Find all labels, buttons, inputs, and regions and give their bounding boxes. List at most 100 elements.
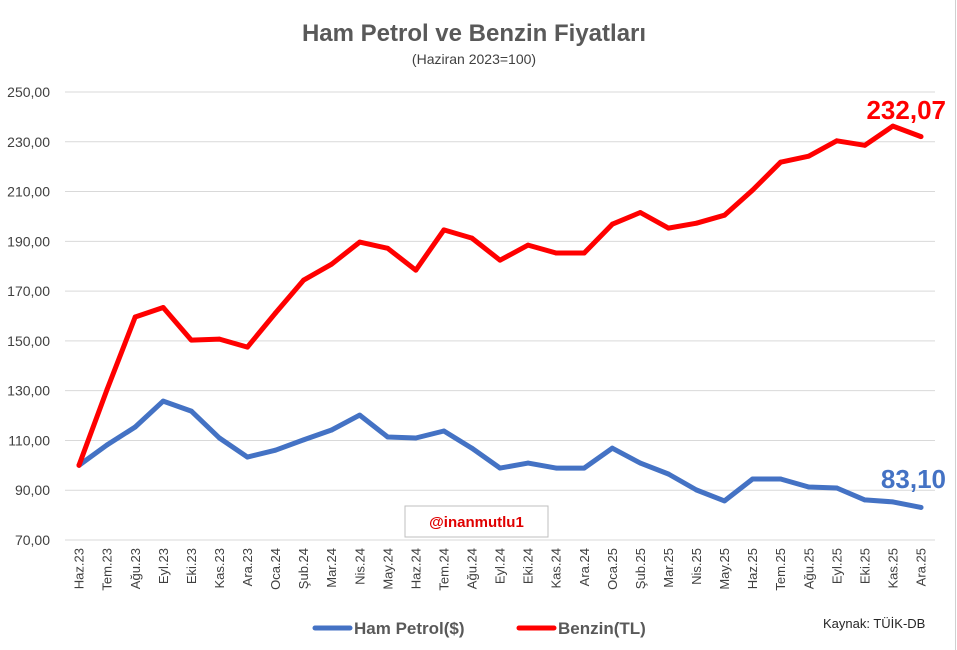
data-point [441, 227, 447, 233]
data-point [497, 257, 503, 263]
data-point [778, 476, 783, 482]
data-point [273, 310, 278, 316]
x-tick-label: Ara.24 [577, 548, 592, 586]
data-point [132, 314, 138, 320]
data-point [385, 434, 391, 440]
y-tick-label: 210,00 [7, 184, 50, 200]
data-point [413, 435, 419, 441]
data-point [245, 454, 250, 460]
data-point [301, 277, 306, 283]
data-point [441, 428, 447, 434]
x-tick-label: Eyl.23 [156, 548, 171, 584]
data-point [188, 337, 194, 343]
data-point [217, 336, 222, 342]
x-tick-label: Kas.25 [885, 548, 900, 588]
chart-subtitle: (Haziran 2023=100) [412, 51, 536, 67]
data-point [609, 221, 615, 227]
data-point [160, 305, 166, 310]
data-point [385, 245, 391, 251]
data-point [469, 445, 475, 451]
legend-label-ham-petrol: Ham Petrol($) [354, 619, 465, 638]
y-tick-label: 90,00 [15, 482, 50, 498]
x-tick-label: Ağu.25 [801, 548, 816, 589]
data-point [581, 250, 587, 256]
data-point [160, 398, 166, 404]
x-tick-label: Ara.25 [914, 548, 929, 586]
x-tick-label: Ara.23 [240, 548, 255, 586]
data-point [357, 412, 363, 418]
data-point [862, 497, 868, 503]
x-tick-label: Tem.23 [100, 548, 115, 591]
data-point [273, 447, 278, 453]
x-tick-label: Oca.24 [268, 548, 283, 590]
data-point [637, 210, 643, 215]
x-tick-label: Şub.24 [296, 548, 311, 589]
data-point [637, 460, 643, 466]
data-point [694, 487, 699, 493]
x-tick-label: Eyl.25 [829, 548, 844, 584]
data-point [890, 123, 896, 129]
data-point [553, 250, 559, 256]
data-point [497, 465, 503, 471]
y-tick-label: 230,00 [7, 134, 50, 150]
x-tick-label: Nis.25 [689, 548, 704, 585]
data-point [469, 235, 475, 241]
x-tick-label: May.24 [380, 548, 395, 590]
data-point [778, 159, 783, 165]
data-point [104, 387, 110, 392]
gridlines [65, 91, 935, 541]
data-point [834, 138, 840, 144]
x-tick-label: Eki.25 [857, 548, 872, 584]
y-tick-label: 150,00 [7, 333, 50, 349]
data-point [245, 344, 250, 350]
x-tick-label: Mar.25 [661, 548, 676, 588]
data-point [694, 220, 699, 226]
data-point [750, 187, 755, 193]
data-point [104, 442, 110, 448]
data-point [806, 153, 812, 159]
x-tick-label: Mar.24 [324, 548, 339, 588]
x-tick-label: Eki.23 [184, 548, 199, 584]
x-tick-label: Tem.25 [773, 548, 788, 591]
legend-label-benzin: Benzin(TL) [558, 619, 646, 638]
data-point [722, 498, 727, 504]
data-point [188, 408, 194, 414]
data-point [722, 212, 727, 218]
y-tick-labels: 250,00 230,00 210,00 190,00 170,00 150,00 130,… [7, 84, 50, 548]
watermark-text: @inanmutlu1 [429, 514, 524, 531]
y-tick-label: 250,00 [7, 84, 50, 100]
x-tick-label: Haz.25 [745, 548, 760, 589]
data-point [890, 499, 896, 505]
data-point [329, 427, 334, 433]
data-point [918, 134, 924, 140]
watermark-box [404, 505, 549, 538]
data-point [553, 465, 559, 471]
data-point [862, 142, 868, 148]
x-tick-label: Ağu.24 [464, 548, 479, 589]
data-point [329, 261, 334, 267]
data-point [525, 242, 531, 248]
x-tick-label: Eki.24 [521, 548, 536, 584]
legend: Ham Petrol($) Benzin(TL) [312, 619, 646, 638]
data-point [666, 471, 671, 477]
chart-title: Ham Petrol ve Benzin Fiyatları [302, 20, 646, 47]
y-tick-label: 130,00 [7, 383, 50, 399]
x-tick-labels: Haz.23 Tem.23 Ağu.23 Eyl.23 Eki.23 Kas.23 Ara.… [72, 548, 929, 591]
data-point [806, 484, 812, 490]
x-tick-label: Oca.25 [605, 548, 620, 590]
x-tick-label: May.25 [717, 548, 732, 590]
data-point [217, 435, 222, 441]
data-point [132, 424, 138, 430]
watermark: @inanmutlu1 [404, 505, 549, 538]
data-label-ham-petrol-last: 83,10 [881, 464, 946, 494]
x-tick-label: Haz.24 [408, 548, 423, 589]
y-tick-label: 190,00 [7, 233, 50, 249]
y-tick-label: 110,00 [8, 432, 50, 448]
x-tick-label: Nis.24 [352, 548, 367, 585]
x-tick-label: Şub.25 [633, 548, 648, 589]
data-point [525, 460, 531, 466]
x-tick-label: Eyl.24 [493, 548, 508, 584]
series-lines [76, 123, 924, 510]
